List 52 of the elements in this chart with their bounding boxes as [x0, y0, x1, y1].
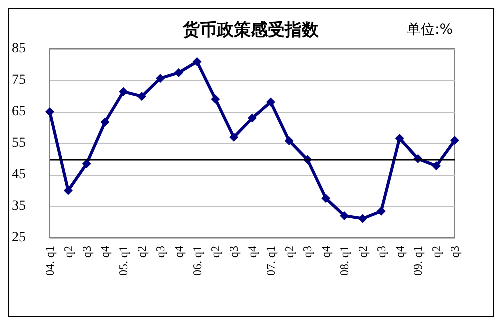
x-tick-label: q2	[61, 246, 76, 258]
point	[322, 194, 331, 204]
y-tick-label: 85	[12, 42, 26, 56]
x-tick-label: 04. q1	[43, 246, 57, 276]
y-tick-label: 45	[12, 168, 26, 182]
point	[100, 118, 110, 127]
x-tick-label: q4	[246, 246, 260, 258]
x-tick-label: 07. q1	[264, 246, 278, 276]
point	[211, 94, 220, 104]
x-tick-label: q4	[172, 246, 186, 258]
y-tick-label: 25	[12, 230, 26, 246]
point	[376, 207, 386, 216]
point	[248, 114, 257, 123]
point	[174, 68, 184, 78]
point	[46, 108, 54, 116]
point	[450, 136, 460, 146]
point	[156, 74, 165, 84]
point	[64, 186, 73, 196]
y-tick-label: 55	[12, 136, 26, 151]
x-tick-label: q3	[153, 246, 168, 258]
x-tick-label: q3	[448, 246, 462, 258]
text: 单位:%	[406, 22, 454, 38]
x-tick-label: q4	[98, 246, 112, 258]
x-tick-label: 05. q1	[116, 246, 131, 276]
x-tick-label: q3	[227, 246, 242, 258]
x-tick-label: 09. q1	[411, 246, 426, 276]
x-tick-label: 08. q1	[338, 246, 352, 276]
point	[230, 133, 239, 142]
x-tick-label: 06. q1	[190, 246, 204, 276]
point	[284, 136, 294, 146]
point	[266, 98, 276, 107]
x-tick-label: q2	[430, 246, 444, 258]
y-tick-label: 65	[12, 104, 26, 120]
x-tick-label: q3	[374, 246, 388, 258]
point	[192, 57, 202, 66]
x-tick-label: q4	[319, 246, 334, 258]
x-tick-label: q4	[392, 246, 407, 258]
x-tick-label: q2	[135, 246, 150, 258]
x-tick-label: q2	[208, 246, 223, 258]
x-tick-label: q2	[356, 246, 370, 258]
point	[432, 162, 442, 171]
point	[395, 134, 404, 143]
chart-title: 货币政策感受指数	[182, 20, 320, 40]
point	[138, 92, 147, 102]
point	[119, 87, 128, 96]
y-tick-label: 75	[12, 73, 26, 88]
x-tick-label: q3	[80, 246, 94, 258]
point	[358, 214, 368, 224]
y-tick-label: 35	[12, 199, 26, 214]
x-tick-label: q3	[300, 246, 315, 258]
point	[340, 211, 350, 220]
x-tick-label: q2	[282, 246, 296, 258]
